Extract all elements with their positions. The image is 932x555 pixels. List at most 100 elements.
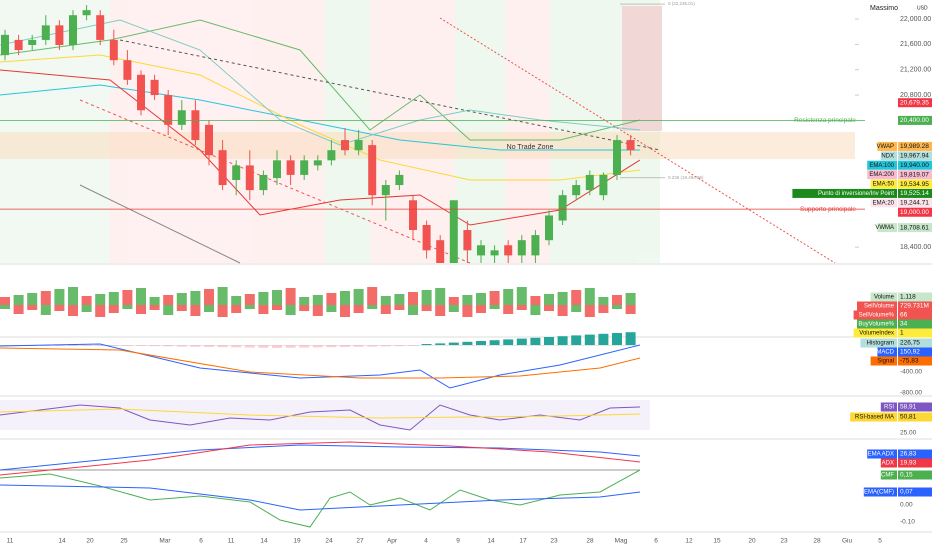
x-tick-label: 6 [654, 538, 658, 545]
x-tick-label: 17 [519, 538, 527, 545]
price-box [898, 160, 932, 170]
volume-bar [353, 305, 364, 313]
candle-body [409, 200, 417, 231]
price-labels: 20,679.35 20,400.00 19,989.28 VWAP 19,967.94… [792, 98, 932, 233]
legend-value: -75,83 [900, 358, 919, 365]
signal [0, 347, 641, 379]
candle-body [177, 110, 186, 125]
volume-bar [544, 305, 554, 311]
volume-bar [584, 305, 595, 317]
y-tick-label: 21,600.00 [900, 41, 931, 48]
legend-value: 1.118 [900, 294, 916, 301]
legend-name-box [853, 328, 897, 338]
histogram-bar [190, 345, 201, 347]
histogram-bar [462, 341, 473, 345]
volume-bar [353, 289, 364, 305]
legend-name-box [870, 292, 897, 302]
volume-bar [435, 305, 446, 316]
price-box [898, 151, 932, 161]
legend-value: 226,75 [900, 340, 920, 347]
volume-bar [244, 294, 255, 305]
price-name: Punto di inversione/Inv Point [818, 191, 894, 197]
candle-body [354, 140, 363, 151]
legend-name: MACD [876, 350, 894, 356]
histogram-bar [421, 344, 432, 345]
volume-bar [258, 292, 269, 305]
volume-bar [27, 305, 38, 310]
volume-bar [217, 287, 228, 305]
candle-body [395, 174, 404, 186]
volume-bar [285, 305, 296, 315]
x-tick-label: 14 [260, 538, 268, 545]
volume-bar [299, 297, 310, 305]
legend-value-box [898, 319, 932, 329]
candle-body [477, 245, 485, 256]
panel-tick-label: -800.00 [900, 390, 922, 397]
rsi [0, 404, 641, 431]
panel-separators [0, 263, 932, 533]
volume-bar [367, 305, 378, 309]
legend-name-box [867, 449, 897, 459]
volume-bar [571, 305, 582, 312]
legend-value: 58,91 [900, 404, 917, 411]
histogram-bar [448, 342, 459, 345]
histogram-bar [258, 345, 269, 348]
volume-bar [231, 296, 242, 305]
price-value: 19,989.28 [900, 143, 929, 150]
candle-body [381, 185, 390, 196]
volume-bar [190, 291, 201, 305]
histogram-bar [340, 345, 350, 347]
histogram-bar [625, 332, 636, 345]
axis-mode: Massimo [870, 5, 898, 12]
volume-bar [530, 305, 541, 315]
candle-body [531, 235, 540, 256]
price-box [898, 207, 932, 217]
price-name-box [877, 223, 897, 233]
volume-bar [95, 294, 106, 305]
legend-value-box [898, 301, 932, 311]
volume-bar [0, 297, 10, 305]
zone [455, 0, 505, 263]
price-name-box [867, 160, 897, 170]
legend-value: 0,07 [900, 489, 913, 496]
volume-bar [136, 288, 146, 305]
adx [0, 441, 641, 476]
candle-body [259, 174, 268, 191]
legend-name-box [870, 356, 897, 366]
histogram-bar [489, 340, 500, 345]
price-name-box [870, 198, 897, 208]
candle-body [164, 95, 173, 125]
histogram-bar [476, 341, 486, 345]
legend-name: BuyVolume% [858, 322, 894, 328]
volume-bar [625, 293, 636, 305]
currency: USD [917, 5, 928, 11]
price-value: 19,244.71 [900, 200, 929, 207]
histogram-bar [149, 345, 160, 347]
candle-body [490, 250, 499, 256]
volume-bar [340, 305, 350, 317]
trend-line [439, 17, 836, 264]
volume-bar [54, 305, 65, 311]
ema-cmf [0, 484, 641, 511]
volume-bar [435, 288, 446, 305]
price-axis: 22,000.00 21,600.00 21,200.00 20,800.00 18,4… [855, 16, 931, 251]
legend-value: 729.731M [900, 303, 929, 310]
volume-bar [380, 296, 391, 305]
legend-value-box [898, 347, 932, 357]
level-label: 0 (22,236.01) [668, 1, 695, 6]
x-tick-label: Giu [842, 538, 853, 545]
volume-bar [557, 292, 568, 305]
price-name-box [870, 179, 897, 189]
histogram-bar [326, 345, 337, 348]
candle-body [327, 150, 336, 161]
candle-body [572, 185, 581, 196]
histogram-bar [435, 343, 446, 345]
panel-tick-label: -400.00 [900, 369, 922, 376]
x-tick-label: 9 [456, 538, 460, 545]
rsi-lines [0, 404, 641, 431]
histogram-bar [204, 345, 214, 347]
volume-bar [598, 297, 609, 305]
volume-bar [530, 296, 541, 305]
panel-tick-label: 25.00 [900, 430, 917, 437]
